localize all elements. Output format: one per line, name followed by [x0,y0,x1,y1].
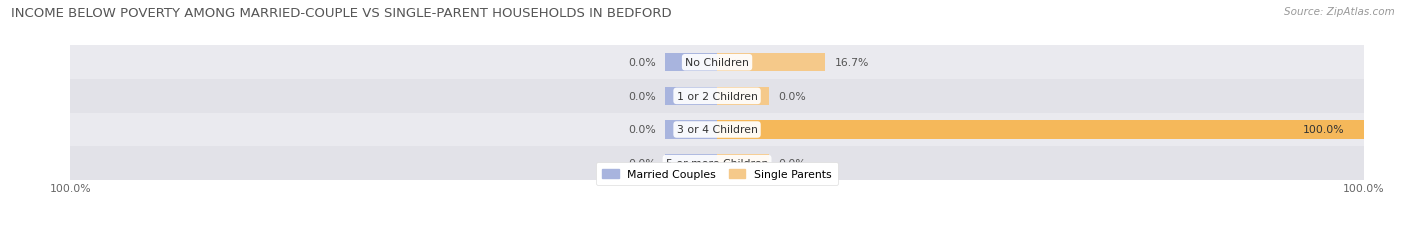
Text: 0.0%: 0.0% [779,158,806,168]
Text: 0.0%: 0.0% [628,158,655,168]
Text: 100.0%: 100.0% [1303,125,1344,135]
Bar [717,121,1364,139]
Bar [717,87,769,106]
Text: INCOME BELOW POVERTY AMONG MARRIED-COUPLE VS SINGLE-PARENT HOUSEHOLDS IN BEDFORD: INCOME BELOW POVERTY AMONG MARRIED-COUPL… [11,7,672,20]
Bar [665,87,717,106]
Bar [70,113,1364,147]
Bar [70,46,1364,80]
Text: No Children: No Children [685,58,749,68]
Bar [717,54,825,72]
Bar [70,147,1364,180]
Text: 1 or 2 Children: 1 or 2 Children [676,91,758,101]
Bar [70,80,1364,113]
Text: 16.7%: 16.7% [835,58,869,68]
Bar [717,154,769,173]
Bar [665,121,717,139]
Text: 0.0%: 0.0% [628,91,655,101]
Text: 0.0%: 0.0% [628,58,655,68]
Bar [665,54,717,72]
Text: Source: ZipAtlas.com: Source: ZipAtlas.com [1284,7,1395,17]
Text: 0.0%: 0.0% [779,91,806,101]
Legend: Married Couples, Single Parents: Married Couples, Single Parents [596,162,838,185]
Bar [665,154,717,173]
Text: 3 or 4 Children: 3 or 4 Children [676,125,758,135]
Text: 0.0%: 0.0% [628,125,655,135]
Text: 5 or more Children: 5 or more Children [666,158,768,168]
